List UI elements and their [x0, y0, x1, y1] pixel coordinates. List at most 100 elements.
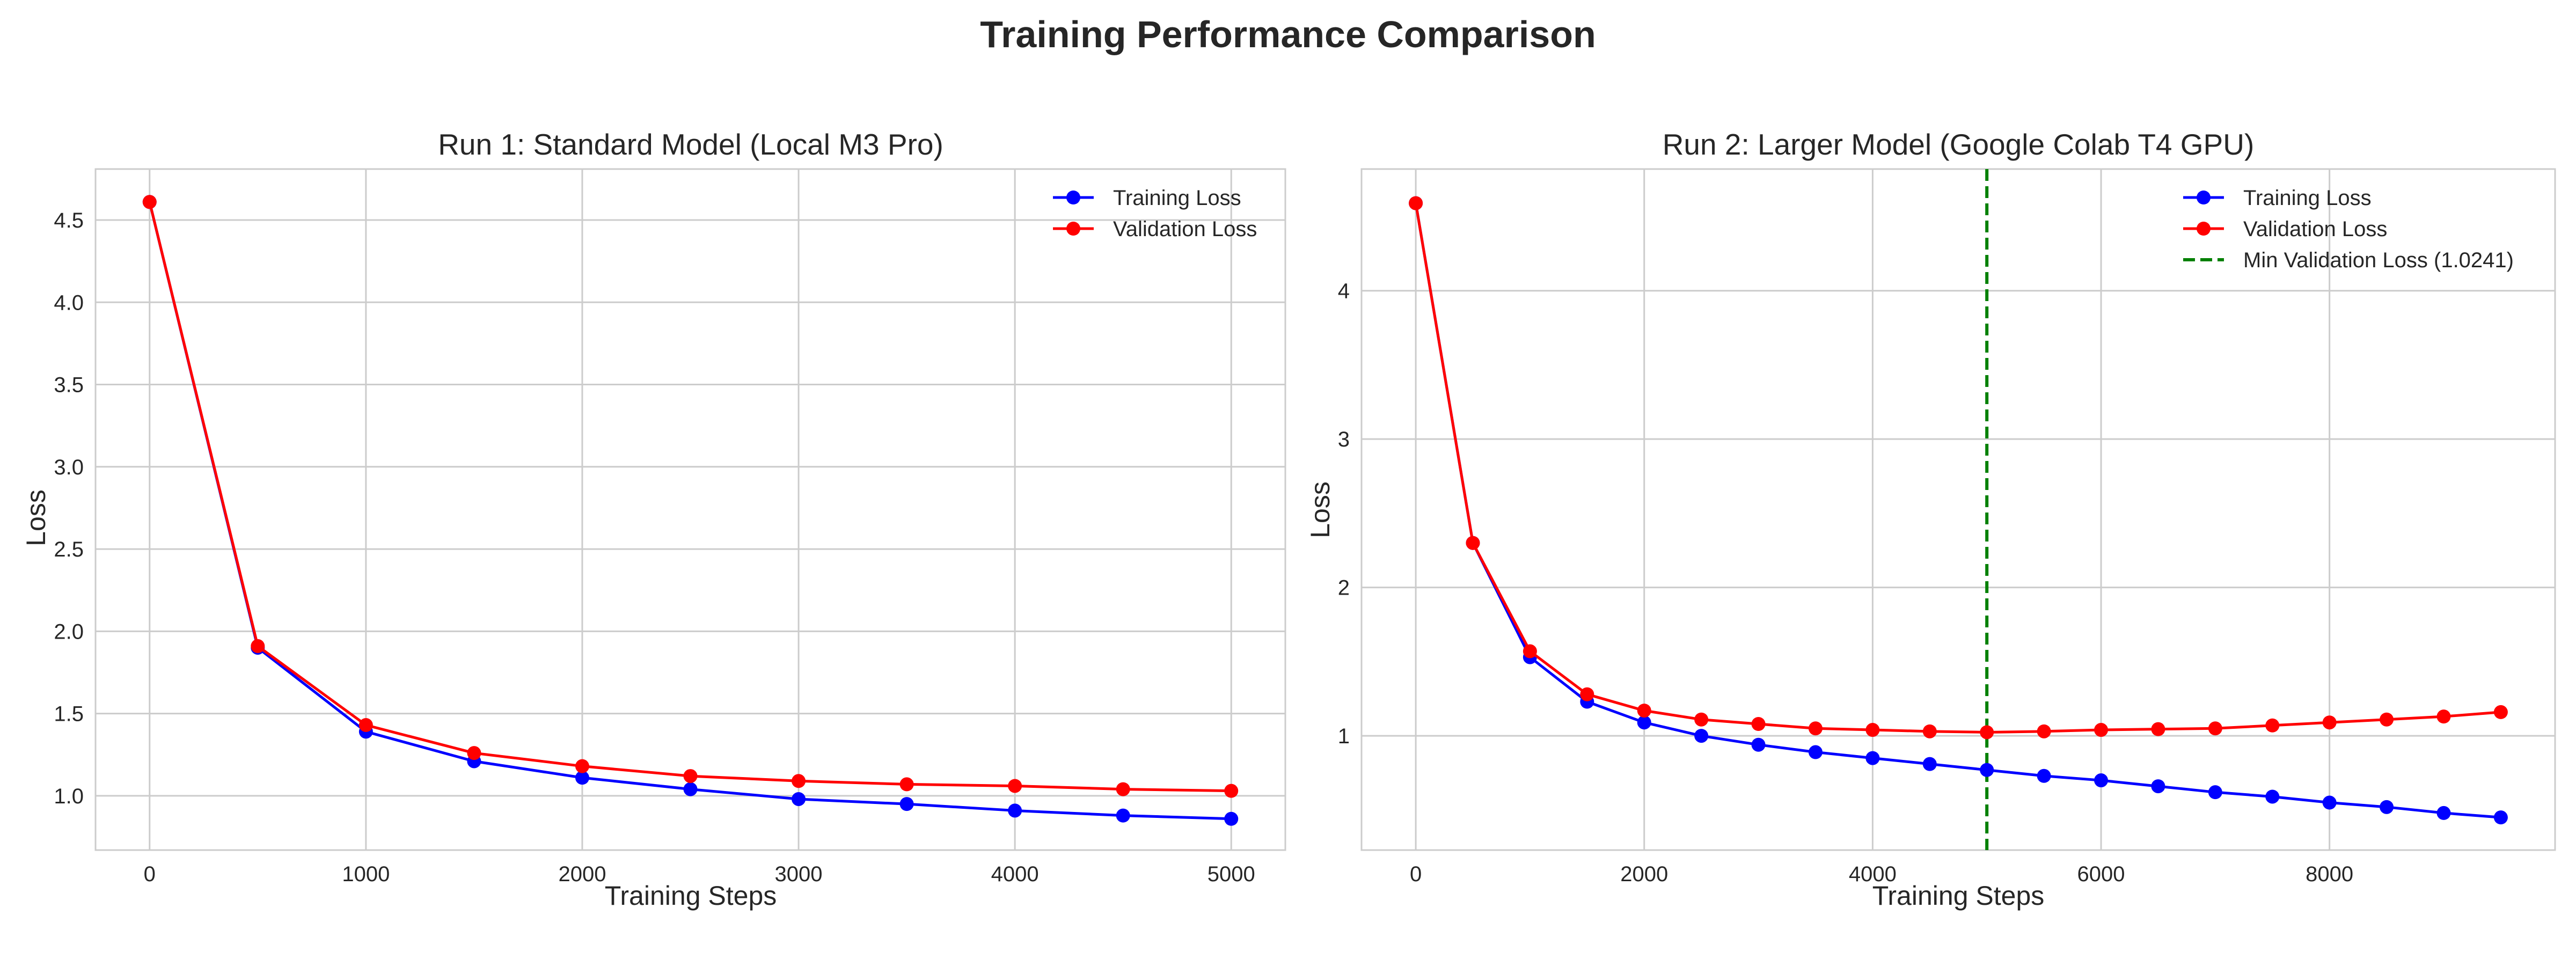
right-validation-loss-point	[2265, 718, 2280, 733]
right-training-loss-point	[1865, 751, 1880, 765]
left-validation-loss-point	[1008, 779, 1022, 793]
left-x-tick-label: 0	[144, 862, 156, 886]
left-training-loss-point	[1224, 811, 1239, 826]
right-training-loss-point	[2151, 779, 2165, 794]
left-x-tick-label: 2000	[558, 862, 606, 886]
left-x-tick-label: 1000	[342, 862, 390, 886]
right-validation-loss-line	[1414, 203, 2501, 734]
right-x-tick-label: 2000	[1620, 862, 1668, 886]
left-validation-loss-point	[467, 746, 481, 760]
right-validation-loss-point	[1637, 704, 1651, 718]
right-training-loss-point	[2436, 806, 2451, 820]
right-x-tick-label: 0	[1410, 862, 1422, 886]
right-y-axis-label: Loss	[1305, 481, 1335, 538]
right-validation-loss-point	[1865, 723, 1880, 737]
right-validation-loss-point	[2322, 715, 2337, 730]
left-x-tick-label: 3000	[775, 862, 823, 886]
left-y-tick-label: 1.5	[54, 702, 84, 726]
right-validation-loss-point	[1523, 644, 1537, 658]
right-training-loss-point	[2208, 785, 2222, 800]
right-y-tick-label: 1	[1338, 724, 1350, 748]
left-axes-frame	[94, 168, 1286, 851]
right-x-tick-label: 6000	[2077, 862, 2125, 886]
left-panel: Run 1: Standard Model (Local M3 Pro) Tra…	[21, 128, 1286, 911]
right-x-axis-label: Training Steps	[1872, 881, 2045, 911]
right-legend-label-training-loss: Training Loss	[2243, 186, 2372, 210]
left-validation-loss-point	[899, 777, 914, 792]
right-legend-label-min-validation-loss-1-0241: Min Validation Loss (1.0241)	[2243, 248, 2514, 272]
right-training-loss-point	[1694, 729, 1709, 743]
left-training-loss-line	[148, 201, 1232, 821]
right-training-loss-point	[1637, 715, 1651, 730]
left-training-loss-point	[1116, 808, 1130, 823]
right-validation-loss-point	[2094, 723, 2109, 737]
left-training-loss-point	[575, 771, 589, 785]
right-validation-loss-point	[1751, 717, 1766, 731]
left-training-loss-point	[1008, 803, 1022, 818]
right-validation-loss-point	[1922, 724, 1937, 738]
right-x-tick-label: 4000	[1849, 862, 1897, 886]
left-y-tick-label: 3.5	[54, 374, 84, 397]
right-y-tick-label: 2	[1338, 576, 1350, 600]
left-validation-loss-point	[358, 718, 373, 733]
left-x-tick-label: 4000	[991, 862, 1039, 886]
figure-title: Training Performance Comparison	[980, 13, 1596, 55]
left-y-tick-label: 4.5	[54, 209, 84, 232]
left-x-tick-label: 5000	[1208, 862, 1255, 886]
right-training-loss-line	[1414, 203, 2501, 819]
right-panel-title: Run 2: Larger Model (Google Colab T4 GPU…	[1663, 128, 2255, 161]
right-training-loss-point	[2265, 789, 2280, 804]
left-y-tick-label: 2.0	[54, 620, 84, 643]
right-training-loss-point	[2380, 800, 2394, 814]
left-validation-loss-point	[792, 774, 806, 788]
right-validation-loss-point	[1580, 687, 1594, 701]
left-validation-loss-point	[251, 639, 265, 653]
left-panel-title: Run 1: Standard Model (Local M3 Pro)	[438, 128, 943, 161]
left-legend-marker-validation-loss	[1066, 222, 1080, 236]
left-validation-loss-point	[142, 195, 157, 209]
right-axes-frame	[1360, 168, 2556, 851]
left-x-axis-label: Training Steps	[605, 881, 777, 911]
right-validation-loss-point	[2208, 721, 2222, 736]
left-validation-loss-point	[1224, 784, 1239, 798]
right-training-loss-point	[1980, 763, 1994, 777]
right-training-loss-point	[2322, 795, 2337, 810]
right-validation-loss-point	[2436, 709, 2451, 724]
right-training-loss-point	[2493, 810, 2508, 825]
right-validation-loss-point	[1980, 725, 1994, 740]
right-training-loss-point	[1808, 745, 1823, 759]
right-validation-loss-point	[1694, 712, 1709, 727]
right-training-loss-point	[1751, 737, 1766, 752]
right-validation-loss-point	[1808, 721, 1823, 736]
right-training-loss-point	[2094, 773, 2109, 788]
left-training-loss-point	[899, 797, 914, 811]
right-y-tick-label: 4	[1338, 280, 1350, 303]
right-y-tick-label: 3	[1338, 428, 1350, 451]
right-training-loss-point	[2037, 769, 2051, 783]
right-validation-loss-point	[1409, 196, 1423, 210]
left-validation-loss-line	[148, 201, 1232, 793]
right-legend-marker-training-loss	[2197, 191, 2211, 204]
right-validation-loss-point	[2493, 705, 2508, 719]
left-training-loss-point	[683, 782, 698, 796]
right-validation-loss-point	[1466, 536, 1480, 550]
right-panel: Run 2: Larger Model (Google Colab T4 GPU…	[1305, 128, 2556, 911]
left-y-tick-label: 1.0	[54, 785, 84, 808]
right-validation-loss-point	[2151, 722, 2165, 736]
right-legend-label-validation-loss: Validation Loss	[2243, 217, 2387, 241]
right-validation-loss-point	[2380, 712, 2394, 727]
left-legend-label-validation-loss: Validation Loss	[1113, 217, 1257, 241]
left-y-axis-label: Loss	[21, 489, 51, 546]
right-legend-marker-validation-loss	[2197, 222, 2211, 236]
right-x-tick-label: 8000	[2306, 862, 2353, 886]
left-legend-label-training-loss: Training Loss	[1113, 186, 1241, 210]
right-validation-loss-point	[2037, 724, 2051, 738]
left-y-tick-label: 3.0	[54, 456, 84, 479]
left-validation-loss-point	[575, 759, 589, 773]
left-legend-marker-training-loss	[1066, 191, 1080, 204]
right-training-loss-point	[1922, 757, 1937, 771]
left-y-tick-label: 2.5	[54, 538, 84, 561]
left-validation-loss-point	[1116, 782, 1130, 796]
left-training-loss-point	[792, 792, 806, 806]
